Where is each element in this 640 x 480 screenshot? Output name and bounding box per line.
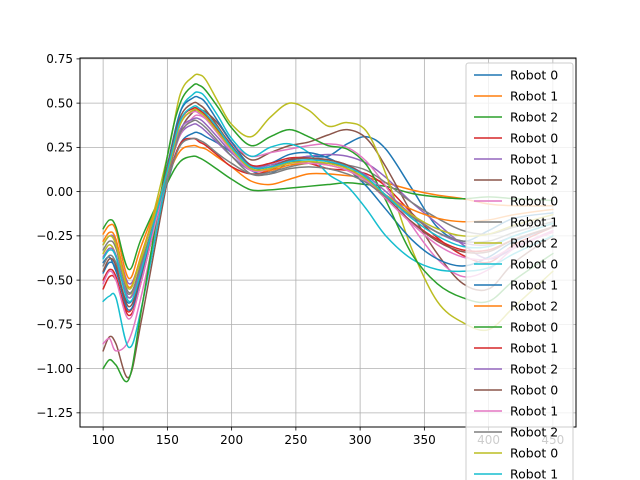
legend-label: Robot 0 — [510, 446, 558, 461]
series-line-17 — [102, 119, 554, 294]
y-tick-label: 0.50 — [46, 96, 73, 110]
legend-label: Robot 2 — [510, 110, 558, 125]
x-tick-label: 250 — [284, 433, 307, 447]
legend-label: Robot 1 — [510, 215, 558, 230]
y-tick-label: −0.25 — [36, 229, 73, 243]
legend-label: Robot 1 — [510, 467, 558, 480]
series-line-18 — [102, 108, 554, 290]
legend-label: Robot 2 — [510, 425, 558, 440]
legend: Robot 0 Robot 1 Robot 2 Robot 0 Robot 1 Robot… — [465, 62, 574, 480]
series-line-12 — [102, 83, 554, 383]
plot-frame — [79, 57, 577, 428]
x-tick-label: 150 — [156, 433, 179, 447]
legend-label: Robot 1 — [510, 152, 558, 167]
legend-label: Robot 1 — [510, 341, 558, 356]
legend-label: Robot 1 — [510, 278, 558, 293]
y-tick-label: −0.50 — [36, 273, 73, 287]
series-line-2 — [102, 155, 554, 271]
legend-label: Robot 1 — [510, 404, 558, 419]
legend-label: Robot 2 — [510, 362, 558, 377]
legend-label: Robot 0 — [510, 320, 558, 335]
legend-label: Robot 0 — [510, 131, 558, 146]
series-line-6 — [102, 114, 554, 352]
x-tick-label: 200 — [220, 433, 243, 447]
legend-label: Robot 0 — [510, 383, 558, 398]
y-tick-label: −1.25 — [36, 406, 73, 420]
legend-label: Robot 0 — [510, 68, 558, 83]
y-tick-label: 0.00 — [46, 185, 73, 199]
y-axis: 0.75 0.50 0.25 0.00 −0.25 −0.50 −0.75 −1.00 −1.2… — [36, 52, 80, 420]
y-tick-label: 0.75 — [46, 52, 73, 66]
series-line-16 — [102, 110, 554, 320]
legend-label: Robot 1 — [510, 89, 558, 104]
legend-label: Robot 2 — [510, 173, 558, 188]
legend-label: Robot 0 — [510, 194, 558, 209]
legend-label: Robot 0 — [510, 257, 558, 272]
series-lines — [102, 73, 554, 383]
x-tick-label: 300 — [349, 433, 372, 447]
series-line-19 — [102, 105, 554, 303]
legend-label: Robot 2 — [510, 236, 558, 251]
y-tick-label: 0.25 — [46, 141, 73, 155]
y-tick-label: −1.00 — [36, 362, 73, 376]
x-tick-label: 350 — [413, 433, 436, 447]
series-line-5 — [102, 109, 554, 379]
legend-label: Robot 2 — [510, 299, 558, 314]
legend-box — [465, 62, 574, 480]
series-line-1 — [102, 144, 554, 280]
x-tick-label: 100 — [92, 433, 115, 447]
y-tick-label: −0.75 — [36, 318, 73, 332]
